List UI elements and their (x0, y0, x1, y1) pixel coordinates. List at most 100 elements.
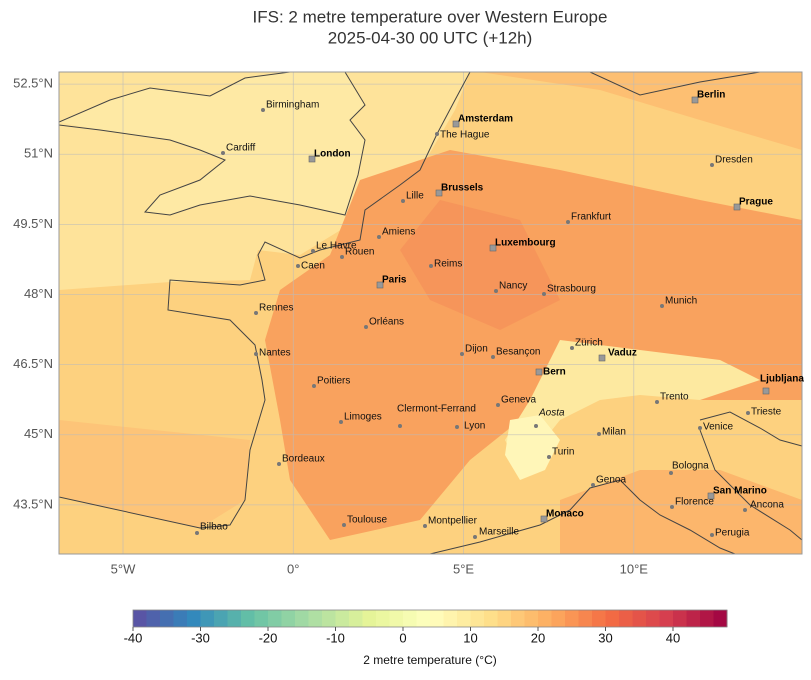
capital-marker (489, 244, 497, 252)
colorbar-segment (241, 610, 255, 627)
lat-tick-label: 48°N (24, 286, 53, 301)
city-label: Munich (665, 296, 697, 307)
capital-label: Prague (739, 197, 773, 208)
colorbar-segment (335, 610, 350, 627)
capital-label: San Marino (713, 486, 767, 497)
city-label: Geneva (501, 395, 536, 406)
city-marker (660, 304, 664, 308)
city-marker (277, 462, 281, 466)
colorbar-tick-label: 10 (463, 630, 477, 645)
capital-marker (540, 515, 548, 523)
colorbar-segment (295, 610, 309, 627)
lat-tick-label: 46.5°N (13, 356, 53, 371)
capital-label: Bern (543, 367, 566, 378)
city-marker (195, 531, 199, 535)
city-label: Ancona (750, 500, 784, 511)
colorbar-segment (322, 610, 336, 627)
lon-tick-label: 0° (287, 561, 299, 576)
city-label: Turin (552, 447, 574, 458)
colorbar-segment (173, 610, 188, 627)
capital-label: Paris (382, 275, 407, 286)
city-label: Marseille (479, 527, 519, 538)
city-marker (460, 352, 464, 356)
city-marker (591, 483, 595, 487)
capital-marker (707, 492, 715, 500)
colorbar-segment (254, 610, 269, 627)
colorbar-segment (403, 610, 417, 627)
lat-tick-label: 52.5°N (13, 76, 53, 91)
colorbar-tick-label: 40 (666, 630, 680, 645)
coastlines (59, 72, 802, 554)
city-label: Trieste (751, 407, 782, 418)
colorbar-tick-label: 30 (598, 630, 612, 645)
colorbar-tick-label: -10 (326, 630, 345, 645)
city-label: Nancy (499, 281, 527, 292)
colorbar-segment (133, 610, 147, 627)
city-marker (669, 471, 673, 475)
capital-label: London (314, 149, 351, 160)
city-label: Poitiers (317, 376, 350, 387)
city-marker (743, 508, 747, 512)
colorbar-segment (376, 610, 390, 627)
capital-label: Luxembourg (495, 238, 556, 249)
city-marker (429, 264, 433, 268)
city-marker (570, 346, 574, 350)
colorbar-segment (362, 610, 377, 627)
city-label: Reims (434, 259, 462, 270)
city-label: Limoges (344, 412, 382, 423)
colorbar-segment (632, 610, 647, 627)
city-marker (547, 455, 551, 459)
city-label: Rennes (259, 303, 293, 314)
subtitle: 2025-04-30 00 UTC (+12h) (328, 28, 533, 47)
colorbar-segment (659, 610, 674, 627)
city-marker (261, 108, 265, 112)
colorbar-segment (214, 610, 228, 627)
city-label: Aosta (538, 408, 565, 419)
city-marker (296, 264, 300, 268)
colorbar-segment (565, 610, 579, 627)
colorbar-segment (160, 610, 174, 627)
colorbar-segment (551, 610, 566, 627)
city-label: Bilbao (200, 522, 228, 533)
colorbar-segment (416, 610, 431, 627)
city-label: Orléans (369, 317, 404, 328)
city-marker (364, 325, 368, 329)
city-label: Dresden (715, 155, 753, 166)
city-label: Genoa (596, 475, 626, 486)
colorbar-segment (646, 610, 660, 627)
city-label: Venice (703, 422, 733, 433)
city-marker (542, 292, 546, 296)
capital-label: Ljubljana (760, 374, 804, 385)
city-marker (597, 432, 601, 436)
city-marker (455, 425, 459, 429)
colorbar-segment (349, 610, 363, 627)
city-marker (398, 424, 402, 428)
city-label: Le Havre (316, 241, 357, 252)
capital-marker (435, 189, 443, 197)
colorbar-tick-label: -20 (259, 630, 278, 645)
city-marker (401, 199, 405, 203)
city-marker (710, 163, 714, 167)
colorbar-segment (497, 610, 512, 627)
city-label: Florence (675, 497, 714, 508)
city-marker (254, 311, 258, 315)
capital-marker (308, 155, 316, 163)
capital-marker (376, 281, 384, 289)
city-label: Rouen (345, 247, 374, 258)
city-marker (494, 289, 498, 293)
colorbar-label: 2 metre temperature (°C) (363, 653, 497, 667)
city-label: Strasbourg (547, 284, 596, 295)
city-marker (312, 384, 316, 388)
city-label: Trento (660, 392, 689, 403)
city-marker (342, 523, 346, 527)
city-label: Bordeaux (282, 454, 325, 465)
colorbar-segment (700, 610, 714, 627)
colorbar-segment (592, 610, 606, 627)
lat-tick-label: 49.5°N (13, 216, 53, 231)
city-marker (254, 352, 258, 356)
city-marker (655, 400, 659, 404)
colorbar-segment (686, 610, 701, 627)
colorbar-segment (268, 610, 282, 627)
capital-marker (691, 96, 699, 104)
